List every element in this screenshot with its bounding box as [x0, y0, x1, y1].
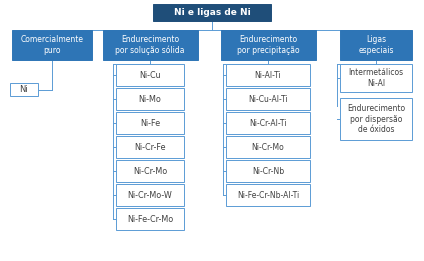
Text: Endurecimento
por precipitação: Endurecimento por precipitação	[237, 35, 299, 55]
FancyBboxPatch shape	[103, 30, 198, 60]
FancyBboxPatch shape	[116, 64, 184, 86]
FancyBboxPatch shape	[116, 88, 184, 110]
Text: Ni-Mo: Ni-Mo	[139, 94, 162, 104]
Text: Ni-Cu-Al-Ti: Ni-Cu-Al-Ti	[248, 94, 288, 104]
Text: Comercialmente
puro: Comercialmente puro	[20, 35, 84, 55]
FancyBboxPatch shape	[153, 4, 271, 21]
Text: Ni-Cr-Fe: Ni-Cr-Fe	[134, 143, 166, 151]
Text: Ni-Fe: Ni-Fe	[140, 118, 160, 128]
Text: Intermetálicos
Ni-Al: Intermetálicos Ni-Al	[349, 68, 404, 88]
FancyBboxPatch shape	[340, 98, 412, 140]
Text: Ni-Cr-Al-Ti: Ni-Cr-Al-Ti	[249, 118, 287, 128]
Text: Ni-Fe-Cr-Mo: Ni-Fe-Cr-Mo	[127, 215, 173, 223]
FancyBboxPatch shape	[116, 136, 184, 158]
FancyBboxPatch shape	[226, 64, 310, 86]
FancyBboxPatch shape	[220, 30, 315, 60]
FancyBboxPatch shape	[12, 30, 92, 60]
Text: Ni e ligas de Ni: Ni e ligas de Ni	[173, 8, 251, 17]
FancyBboxPatch shape	[116, 184, 184, 206]
FancyBboxPatch shape	[116, 112, 184, 134]
Text: Ni-Cr-Mo-W: Ni-Cr-Mo-W	[128, 191, 173, 199]
Text: Ni-Cr-Mo: Ni-Cr-Mo	[133, 167, 167, 175]
Text: Endurecimento
por solução sólida: Endurecimento por solução sólida	[115, 35, 185, 55]
FancyBboxPatch shape	[340, 30, 412, 60]
Text: Ni: Ni	[20, 85, 28, 94]
FancyBboxPatch shape	[226, 160, 310, 182]
FancyBboxPatch shape	[10, 83, 38, 96]
FancyBboxPatch shape	[226, 112, 310, 134]
Text: Ni-Al-Ti: Ni-Al-Ti	[255, 70, 282, 80]
FancyBboxPatch shape	[226, 136, 310, 158]
Text: Ni-Fe-Cr-Nb-Al-Ti: Ni-Fe-Cr-Nb-Al-Ti	[237, 191, 299, 199]
FancyBboxPatch shape	[116, 208, 184, 230]
Text: Ni-Cr-Mo: Ni-Cr-Mo	[251, 143, 285, 151]
Text: Endurecimento
por dispersão
de óxidos: Endurecimento por dispersão de óxidos	[347, 104, 405, 134]
FancyBboxPatch shape	[226, 184, 310, 206]
Text: Ligas
especiais: Ligas especiais	[358, 35, 394, 55]
FancyBboxPatch shape	[116, 160, 184, 182]
FancyBboxPatch shape	[340, 64, 412, 92]
Text: Ni-Cu: Ni-Cu	[139, 70, 161, 80]
FancyBboxPatch shape	[226, 88, 310, 110]
Text: Ni-Cr-Nb: Ni-Cr-Nb	[252, 167, 284, 175]
